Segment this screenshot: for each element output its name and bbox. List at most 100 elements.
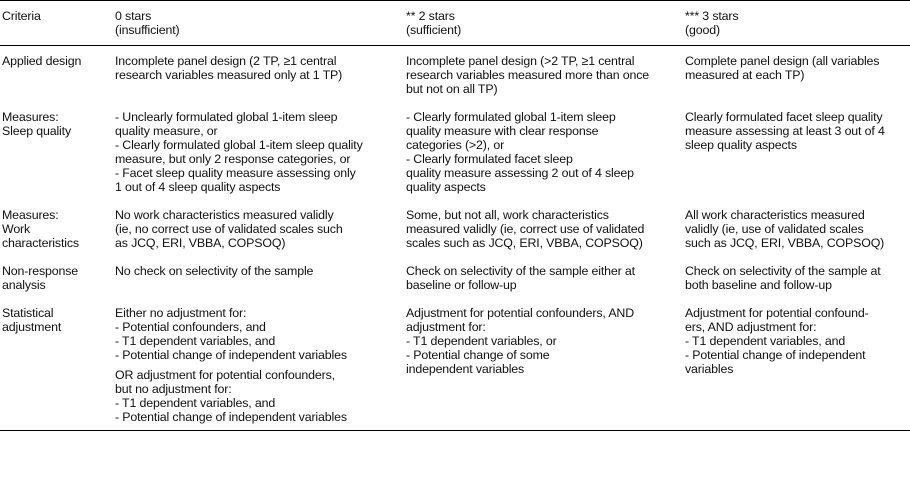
cell-text-line: - T1 dependent variables, and <box>685 334 846 348</box>
cell-text-line: quality aspects <box>406 180 486 194</box>
cell-text-line: quality measure assessing 2 out of 4 sle… <box>406 166 634 180</box>
cell-text-line: ers, AND adjustment for: <box>685 320 817 334</box>
zero-stars-cell: No work characteristics measured validly… <box>115 200 406 256</box>
table-row-measures-work-characteristics: Measures: Work characteristics No work char… <box>0 200 910 256</box>
cell-text-line: sleep quality aspects <box>685 138 797 152</box>
cell-text-line: Check on selectivity of the sample at <box>685 264 881 278</box>
criteria-cell: Statistical adjustment <box>0 298 115 431</box>
cell-paragraph: Check on selectivity of the sample at bot… <box>685 264 906 292</box>
cell-text-line: research variables measured more than on… <box>406 68 650 82</box>
cell-text-line: - Potential confounders, and <box>115 320 266 334</box>
cell-text-line: measured validly (ie, correct use of val… <box>406 222 645 236</box>
header-zero-stars-rating: (insufficient) <box>115 23 180 37</box>
cell-text-line: measured at each TP) <box>685 68 805 82</box>
header-two-stars-label: ** 2 stars <box>406 9 455 23</box>
cell-paragraph: Complete panel design (all variables meas… <box>685 54 906 82</box>
cell-text-line: as JCQ, ERI, VBBA, COPSOQ) <box>115 236 286 250</box>
criteria-label-line: adjustment <box>2 320 62 334</box>
cell-text-line: Complete panel design (all variables <box>685 54 880 68</box>
cell-paragraph: Incomplete panel design (2 TP, ≥1 centra… <box>115 54 402 82</box>
cell-text-line: - Facet sleep quality measure assessing … <box>115 166 356 180</box>
two-stars-cell: Check on selectivity of the sample eithe… <box>406 256 685 298</box>
criteria-cell: Measures: Sleep quality <box>0 102 115 200</box>
cell-text-line: scales such as JCQ, ERI, VBBA, COPSOQ) <box>406 236 643 250</box>
table-row-non-response-analysis: Non-response analysis No check on selectiv… <box>0 256 910 298</box>
header-two-stars: ** 2 stars (sufficient) <box>406 1 685 46</box>
table-body: Applied design Incomplete panel design (2… <box>0 46 910 431</box>
cell-text-line: (ie, no correct use of validated scales … <box>115 222 343 236</box>
cell-text-line: Clearly formulated facet sleep quality <box>685 110 883 124</box>
cell-paragraph: All work characteristics measured validly… <box>685 208 906 250</box>
cell-paragraph: Either no adjustment for: - Potential con… <box>115 306 402 362</box>
cell-text-line: 1 out of 4 sleep quality aspects <box>115 180 281 194</box>
cell-text-line: quality measure, or <box>115 124 218 138</box>
header-three-stars-label: *** 3 stars <box>685 9 739 23</box>
cell-text-line: Adjustment for potential confound- <box>685 306 869 320</box>
zero-stars-cell: - Unclearly formulated global 1-item sle… <box>115 102 406 200</box>
cell-text-line: variables <box>685 362 734 376</box>
header-three-stars: *** 3 stars (good) <box>685 1 910 46</box>
cell-text-line: No check on selectivity of the sample <box>115 264 314 278</box>
zero-stars-cell: Incomplete panel design (2 TP, ≥1 centra… <box>115 46 406 103</box>
cell-text-line: - Clearly formulated global 1-item sleep… <box>115 138 363 152</box>
three-stars-cell: Complete panel design (all variables meas… <box>685 46 910 103</box>
cell-text-line: Incomplete panel design (>2 TP, ≥1 centr… <box>406 54 635 68</box>
two-stars-cell: - Clearly formulated global 1-item sleep… <box>406 102 685 200</box>
criteria-label-line: Sleep quality <box>2 124 71 138</box>
two-stars-cell: Some, but not all, work characteristics m… <box>406 200 685 256</box>
header-criteria-label: Criteria <box>2 9 41 23</box>
cell-text-line: research variables measured only at 1 TP… <box>115 68 343 82</box>
cell-paragraph: Adjustment for potential confounders, AN… <box>406 306 681 376</box>
header-zero-stars: 0 stars (insufficient) <box>115 1 406 46</box>
criteria-label-line: characteristics <box>2 236 79 250</box>
criteria-label-line: analysis <box>2 278 46 292</box>
criteria-label-line: Measures: <box>2 110 59 124</box>
cell-text-line: - Unclearly formulated global 1-item sle… <box>115 110 338 124</box>
cell-text-line: adjustment for: <box>406 320 486 334</box>
cell-text-line: but not on all TP) <box>406 82 498 96</box>
cell-paragraph: Some, but not all, work characteristics m… <box>406 208 681 250</box>
criteria-label-line: Measures: <box>2 208 59 222</box>
criteria-label-line: Applied design <box>2 54 82 68</box>
criteria-cell: Applied design <box>0 46 115 103</box>
three-stars-cell: Clearly formulated facet sleep quality me… <box>685 102 910 200</box>
three-stars-cell: Adjustment for potential confound-ers, A… <box>685 298 910 431</box>
cell-text-line: No work characteristics measured validly <box>115 208 334 222</box>
cell-text-line: All work characteristics measured <box>685 208 865 222</box>
criteria-cell: Non-response analysis <box>0 256 115 298</box>
cell-paragraph: OR adjustment for potential confounders,… <box>115 368 402 424</box>
cell-text-line: OR adjustment for potential confounders, <box>115 368 335 382</box>
cell-paragraph: - Unclearly formulated global 1-item sle… <box>115 110 402 194</box>
cell-text-line: validly (ie, use of validated scales <box>685 222 864 236</box>
cell-text-line: quality measure with clear response <box>406 124 599 138</box>
cell-text-line: Incomplete panel design (2 TP, ≥1 centra… <box>115 54 337 68</box>
cell-text-line: - T1 dependent variables, or <box>406 334 557 348</box>
cell-paragraph: Incomplete panel design (>2 TP, ≥1 centr… <box>406 54 681 96</box>
criteria-cell: Measures: Work characteristics <box>0 200 115 256</box>
cell-text-line: measure, but only 2 response categories,… <box>115 152 351 166</box>
cell-paragraph: Clearly formulated facet sleep quality me… <box>685 110 906 152</box>
cell-text-line: Adjustment for potential confounders, AN… <box>406 306 635 320</box>
cell-paragraph: No work characteristics measured validly… <box>115 208 402 250</box>
criteria-label-line: Work <box>2 222 31 236</box>
two-stars-cell: Incomplete panel design (>2 TP, ≥1 centr… <box>406 46 685 103</box>
header-two-stars-rating: (sufficient) <box>406 23 462 37</box>
cell-text-line: such as JCQ, ERI, VBBA, COPSOQ) <box>685 236 885 250</box>
header-three-stars-rating: (good) <box>685 23 720 37</box>
cell-text-line: - Clearly formulated facet sleep <box>406 152 573 166</box>
criteria-label-line: Statistical <box>2 306 54 320</box>
table-header-row: Criteria 0 stars (insufficient) ** 2 sta… <box>0 0 910 46</box>
cell-paragraph: Adjustment for potential confound-ers, A… <box>685 306 906 376</box>
cell-text-line: Some, but not all, work characteristics <box>406 208 609 222</box>
zero-stars-cell: Either no adjustment for: - Potential con… <box>115 298 406 431</box>
cell-text-line: but no adjustment for: <box>115 382 232 396</box>
cell-text-line: - T1 dependent variables, and <box>115 396 276 410</box>
header-criteria: Criteria <box>0 1 115 46</box>
cell-text-line: Either no adjustment for: <box>115 306 247 320</box>
cell-text-line: - Clearly formulated global 1-item sleep <box>406 110 616 124</box>
cell-text-line: - Potential change of independent variab… <box>115 348 347 362</box>
criteria-label-line: Non-response <box>2 264 79 278</box>
cell-text-line: baseline or follow-up <box>406 278 517 292</box>
cell-text-line: measure assessing at least 3 out of 4 <box>685 124 885 138</box>
